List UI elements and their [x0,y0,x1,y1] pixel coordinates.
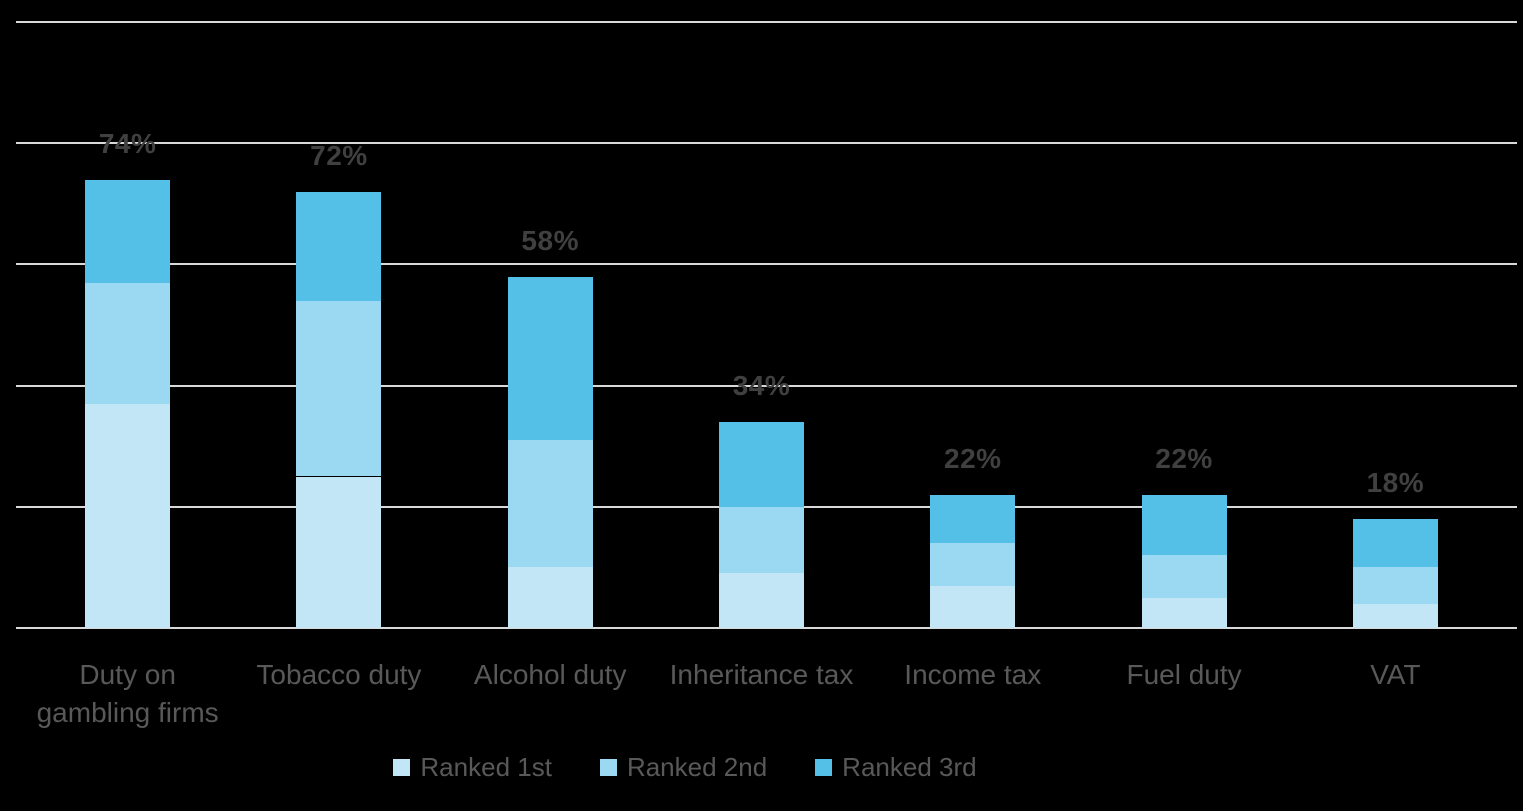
gridline-80pct [16,142,1517,145]
bar-segment-ranked-3rd [1141,494,1227,556]
bar-segment-ranked-3rd [719,421,804,507]
total-data-label: 22% [1155,442,1213,474]
bar-segment-ranked-2nd [507,440,593,568]
legend-swatch-icon [815,759,833,776]
total-data-label: 58% [521,224,579,256]
total-data-label: 74% [98,127,157,159]
bar-segment-ranked-2nd [930,543,1016,586]
legend-item-ranked-3rd: Ranked 3rd [815,752,977,783]
total-data-label: 22% [944,442,1002,474]
legend-swatch-icon [393,759,411,776]
category-label: Alcohol duty [473,659,627,690]
bar-segment-ranked-1st [85,403,171,628]
bar-segment-ranked-1st [1141,597,1227,628]
bar-segment-ranked-2nd [1141,555,1227,598]
category-label: Duty on gambling firms [36,659,219,728]
category-label: Tobacco duty [256,659,422,690]
total-data-label: 18% [1366,466,1425,498]
bar-segment-ranked-3rd [507,276,593,441]
bar-segment-ranked-2nd [1352,567,1438,604]
legend-label: Ranked 2nd [626,752,768,782]
bar-segment-ranked-1st [296,476,382,628]
category-label: Inheritance tax [669,659,854,690]
legend-label: Ranked 3rd [842,752,977,782]
total-data-label: 34% [732,369,791,401]
legend-item-ranked-2nd: Ranked 2nd [599,752,768,783]
total-data-label: 72% [310,139,368,171]
legend-swatch-icon [599,759,617,776]
bar-segment-ranked-3rd [296,191,382,301]
category-label: Income tax [904,659,1042,690]
gridline-40pct [16,384,1517,387]
bar-segment-ranked-3rd [85,179,171,283]
x-axis-line [16,627,1517,629]
legend-item-ranked-1st: Ranked 1st [393,752,552,783]
bar-segment-ranked-1st [1352,603,1438,628]
bar-segment-ranked-1st [507,567,593,628]
bar-segment-ranked-1st [930,585,1016,628]
gridline-60pct [16,263,1517,266]
bar-segment-ranked-2nd [85,282,171,404]
bar-segment-ranked-2nd [719,506,804,574]
legend-label: Ranked 1st [420,752,552,782]
bar-segment-ranked-3rd [1352,518,1438,568]
bar-segment-ranked-2nd [296,300,382,477]
category-label: VAT [1370,659,1421,690]
category-label: Fuel duty [1126,659,1242,690]
bar-segment-ranked-3rd [930,494,1016,544]
legend: Ranked 1st Ranked 2nd Ranked 3rd [0,752,1370,783]
gridline-100pct [16,21,1517,23]
bar-segment-ranked-1st [719,573,804,628]
